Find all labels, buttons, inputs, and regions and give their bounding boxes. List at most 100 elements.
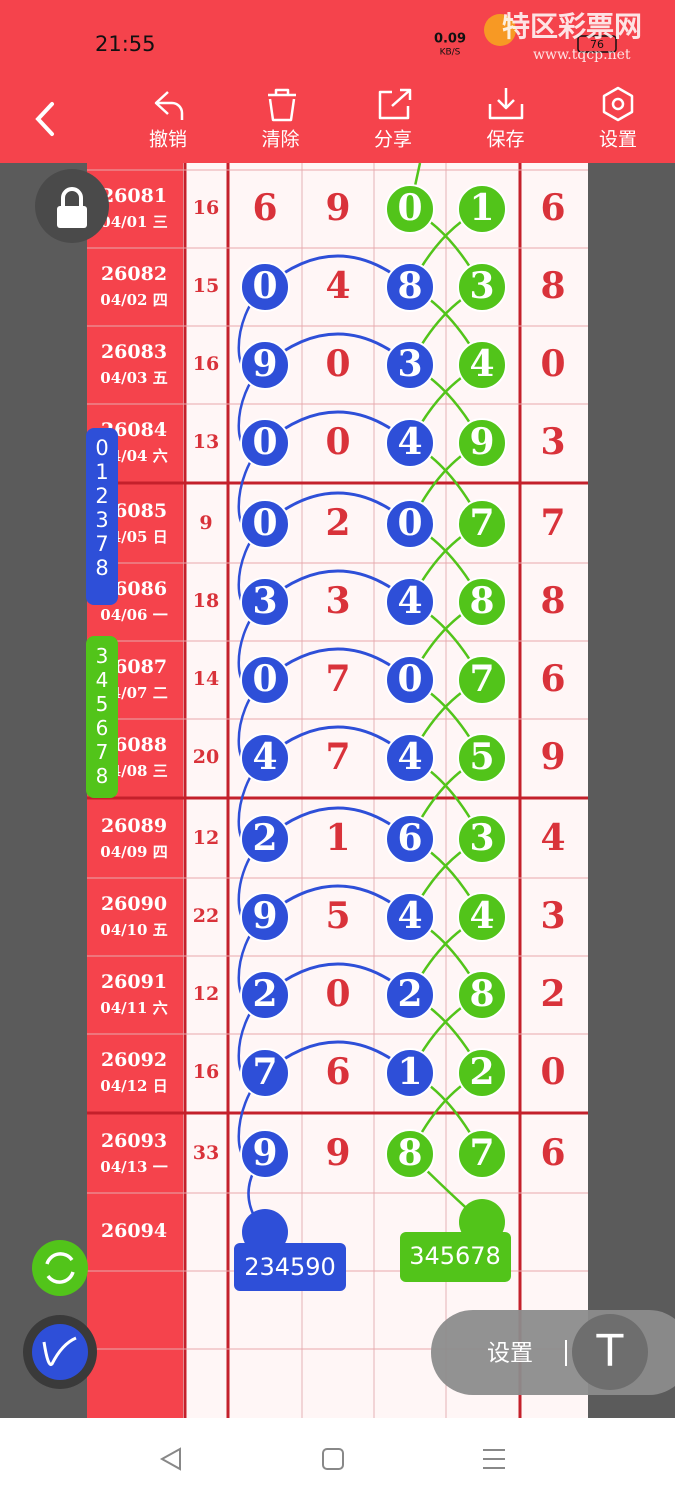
digit-circle	[385, 262, 435, 312]
side-blue-badge	[86, 428, 118, 605]
digit: 4	[397, 895, 422, 937]
digit: 2	[397, 973, 422, 1015]
digit: 7	[325, 658, 350, 700]
bottom-blue-text: 234590	[244, 1253, 336, 1281]
digit-circle	[240, 340, 290, 390]
nav-home[interactable]	[322, 1448, 344, 1470]
digit: 8	[469, 580, 494, 622]
digit: 4	[540, 817, 565, 859]
digit-circle	[385, 577, 435, 627]
digit-circle	[457, 1129, 507, 1179]
digit-circle	[240, 1048, 290, 1098]
lock-icon	[57, 206, 87, 228]
digit: 1	[397, 1051, 422, 1093]
digit: 0	[540, 343, 565, 385]
date: 04/12 日	[100, 1077, 167, 1095]
period: 26093	[101, 1130, 167, 1152]
period: 26083	[101, 341, 167, 363]
digit: 0	[252, 502, 277, 544]
toolbar-label[interactable]: 清除	[261, 129, 299, 151]
digit-circle	[457, 814, 507, 864]
digit-circle	[457, 655, 507, 705]
text-tool[interactable]	[572, 1314, 648, 1390]
digit-circle	[457, 340, 507, 390]
digit: 2	[469, 1051, 494, 1093]
back-button[interactable]	[35, 102, 54, 136]
digit-circle	[457, 892, 507, 942]
toolbar-icon	[378, 88, 412, 120]
net-unit: KB/S	[440, 48, 461, 58]
sum: 16	[193, 1061, 219, 1083]
digit-circle	[457, 262, 507, 312]
digit: 0	[252, 421, 277, 463]
digit: 4	[469, 343, 494, 385]
digit-circle	[385, 655, 435, 705]
toolbar-label[interactable]: 分享	[374, 129, 412, 151]
digit: 7	[469, 502, 494, 544]
digit: 2	[325, 502, 350, 544]
refresh-button[interactable]	[32, 1240, 88, 1296]
digit-circle	[385, 970, 435, 1020]
digit: 0	[540, 1051, 565, 1093]
digit: 0	[397, 658, 422, 700]
digit-circle	[385, 418, 435, 468]
digit: 9	[540, 736, 565, 778]
digit-circle	[385, 733, 435, 783]
sum: 16	[193, 197, 219, 219]
digit: 8	[540, 265, 565, 307]
header-bg	[0, 0, 675, 163]
digit: 4	[325, 265, 350, 307]
digit-circle	[457, 184, 507, 234]
digit-circle	[240, 1129, 290, 1179]
toolbar-icon	[488, 88, 524, 120]
digit: 4	[397, 736, 422, 778]
digit-circle	[385, 1048, 435, 1098]
side-green-badge	[86, 636, 118, 798]
period: 26094	[101, 1220, 167, 1242]
digit-circle	[385, 892, 435, 942]
digit: 6	[325, 1051, 350, 1093]
digit: 9	[252, 343, 277, 385]
digit: 1	[469, 187, 494, 229]
period: 26090	[101, 893, 167, 915]
digit-circle	[457, 970, 507, 1020]
toolbar-icon	[268, 88, 296, 122]
bottom-blue-badge	[234, 1243, 346, 1291]
digit-circle	[240, 262, 290, 312]
period: 26091	[101, 971, 167, 993]
date: 04/03 五	[100, 369, 167, 387]
net-speed: 0.09	[434, 32, 466, 47]
digit: 0	[252, 265, 277, 307]
digit: 7	[540, 502, 565, 544]
date: 04/11 六	[100, 999, 167, 1017]
bottom-green-text: 345678	[409, 1242, 501, 1270]
watermark-name: 特区彩票网	[502, 10, 642, 43]
digit: 8	[397, 265, 422, 307]
sum: 9	[199, 512, 212, 534]
date: 04/09 四	[100, 843, 167, 861]
digit: 6	[252, 187, 277, 229]
toolbar-label[interactable]: 撤销	[149, 129, 187, 151]
float-settings[interactable]: 设置	[487, 1341, 533, 1367]
digit: 4	[397, 580, 422, 622]
battery	[577, 35, 617, 53]
nav-back[interactable]	[159, 1447, 181, 1471]
digit-circle	[240, 814, 290, 864]
digit-circle	[240, 577, 290, 627]
nav-menu[interactable]	[483, 1449, 505, 1469]
digit: 9	[325, 187, 350, 229]
digit: 3	[469, 817, 494, 859]
digit-circle	[240, 418, 290, 468]
sum: 18	[193, 590, 219, 612]
digit: 6	[540, 1132, 565, 1174]
toolbar-label[interactable]: 保存	[486, 129, 524, 151]
nav-bg	[0, 1418, 675, 1500]
digit: 3	[469, 265, 494, 307]
refresh-icon	[45, 1252, 75, 1284]
digit: 0	[325, 973, 350, 1015]
digit: 8	[469, 973, 494, 1015]
digit-circle	[240, 970, 290, 1020]
toolbar-label[interactable]: 设置	[599, 129, 637, 151]
